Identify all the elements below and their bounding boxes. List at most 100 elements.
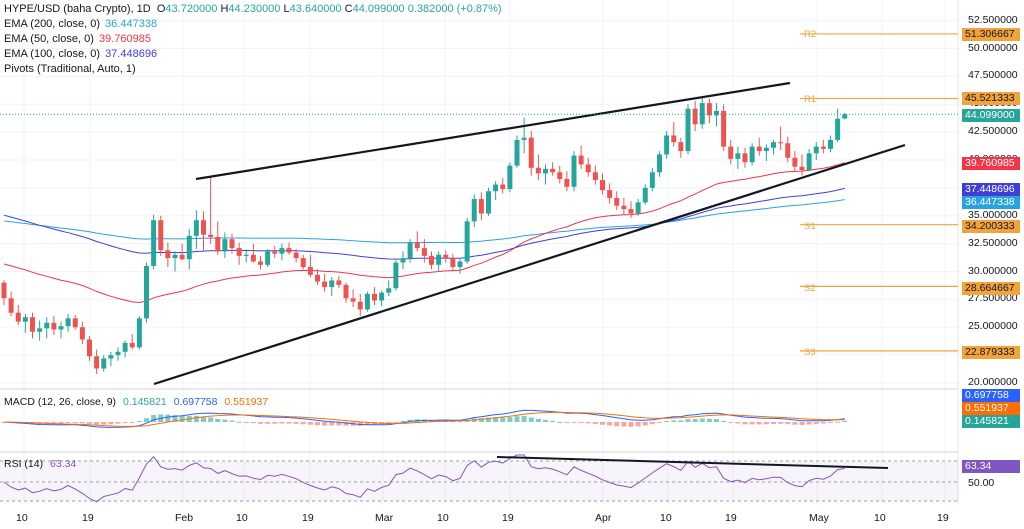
candle-body <box>222 239 228 252</box>
candle-body <box>414 242 420 249</box>
candle-body <box>65 318 71 327</box>
candle-body <box>108 355 114 359</box>
s2-badge: 28.664667 <box>962 282 1020 295</box>
candle-body <box>649 172 655 188</box>
macd-histogram-bar <box>742 422 748 425</box>
ohlc-row: HYPE/USD (baha Crypto), 1D O43.720000 H4… <box>4 2 502 17</box>
candle-body <box>265 251 271 265</box>
macd-histogram-bar <box>357 422 363 426</box>
ema200-line <box>3 199 845 244</box>
candle-body <box>101 358 107 369</box>
candle-body <box>201 220 206 235</box>
macd-histogram-bar <box>336 422 342 426</box>
candle-body <box>792 157 798 167</box>
macd-histogram-bar <box>792 422 798 425</box>
pivots-legend[interactable]: Pivots (Traditional, Auto, 1) <box>4 62 502 77</box>
candle-body <box>421 248 427 256</box>
candle-body <box>343 284 349 299</box>
macd-histogram-bar <box>243 422 249 423</box>
candle-body <box>400 258 406 263</box>
ema100-legend[interactable]: EMA (100, close, 0) 37.448696 <box>4 47 502 62</box>
candle-body <box>528 137 534 168</box>
macd-histogram-bar <box>293 422 299 424</box>
price-tick-label: 25.000000 <box>968 320 1018 333</box>
candle-body <box>785 143 791 158</box>
macd-histogram-bar <box>756 422 762 425</box>
candle-body <box>258 261 263 265</box>
macd-histogram-bar <box>343 422 349 426</box>
candle-body <box>471 199 477 222</box>
macd-histogram-bar <box>535 418 541 422</box>
high-value: 44.230000 <box>228 3 281 15</box>
lower-trendline <box>153 143 906 386</box>
macd-histogram-bar <box>571 422 577 423</box>
candle-body <box>122 342 128 352</box>
last-price-badge: 44.099000 <box>962 109 1020 122</box>
rsi-legend[interactable]: RSI (14) 63.34 <box>4 458 76 470</box>
candle-body <box>129 342 135 348</box>
candle-body <box>692 108 698 125</box>
ema200-value: 36.447338 <box>105 18 158 30</box>
macd-legend[interactable]: MACD (12, 26, close, 9) 0.145821 0.69775… <box>4 396 268 408</box>
candle-body <box>243 254 249 256</box>
candle-body <box>578 155 584 165</box>
macd-histogram-bar <box>115 422 121 424</box>
ema200-badge: 36.447338 <box>962 196 1020 209</box>
candle-body <box>229 239 235 249</box>
ema50-line <box>3 162 845 304</box>
price-tick-label: 50.000000 <box>968 41 1018 54</box>
candle-body <box>329 280 335 288</box>
r2-badge: 51.306667 <box>962 28 1020 41</box>
macd-histogram-bar <box>172 415 178 422</box>
candle-body <box>300 258 306 268</box>
low-value: 43.640000 <box>289 3 342 15</box>
time-tick-label: 19 <box>502 512 514 524</box>
symbol-title[interactable]: HYPE/USD (baha Crypto), 1D <box>4 3 151 15</box>
pivot-s1-label: S1 <box>804 221 816 232</box>
legend: HYPE/USD (baha Crypto), 1D O43.720000 H4… <box>4 2 502 77</box>
macd-histogram-bar <box>664 421 670 423</box>
macd-histogram-bar <box>500 417 506 422</box>
s3-badge: 22.879333 <box>962 346 1020 359</box>
candle-body <box>443 254 449 259</box>
pivots-label: Pivots (Traditional, Auto, 1) <box>4 63 136 75</box>
macd-histogram-bar <box>307 422 313 425</box>
macd-histogram-bar <box>300 422 306 425</box>
candle-body <box>749 146 755 163</box>
macd-histogram-bar <box>44 422 50 424</box>
macd-histogram-bar <box>785 422 791 425</box>
candle-body <box>272 251 278 254</box>
open-label: O <box>156 3 166 15</box>
macd-histogram-bar <box>429 419 434 422</box>
candle-body <box>735 153 741 159</box>
candle-body <box>828 139 833 149</box>
candle-body <box>728 146 734 159</box>
candle-body <box>144 265 149 319</box>
candle-body <box>307 267 313 275</box>
time-tick-label: May <box>809 512 829 524</box>
candle-body <box>664 135 670 155</box>
macd-histogram-bar <box>286 422 292 424</box>
macd-histogram-bar <box>478 418 484 422</box>
time-tick-label: 10 <box>874 512 886 524</box>
macd-histogram-bar <box>763 422 769 425</box>
candle-body <box>250 254 256 262</box>
candle-body <box>72 318 78 328</box>
candle-body <box>115 351 121 356</box>
macd-histogram-bar <box>714 419 719 422</box>
candle-body <box>450 258 456 268</box>
rsi-badge: 63.34 <box>962 460 1020 473</box>
candle-body <box>94 356 100 369</box>
candle-body <box>22 317 28 322</box>
ema200-legend[interactable]: EMA (200, close, 0) 36.447338 <box>4 17 502 32</box>
macd-histogram-bar <box>592 422 598 424</box>
macd-histogram-bar <box>820 422 826 424</box>
candle-body <box>557 172 563 179</box>
ema50-legend[interactable]: EMA (50, close, 0) 39.760985 <box>4 32 502 47</box>
macd-histogram-bar <box>678 420 684 422</box>
macd-histogram-bar <box>528 417 534 422</box>
candle-body <box>315 274 320 282</box>
ema50-label: EMA (50, close, 0) <box>4 33 94 45</box>
price-tick-label: 30.000000 <box>968 264 1018 277</box>
